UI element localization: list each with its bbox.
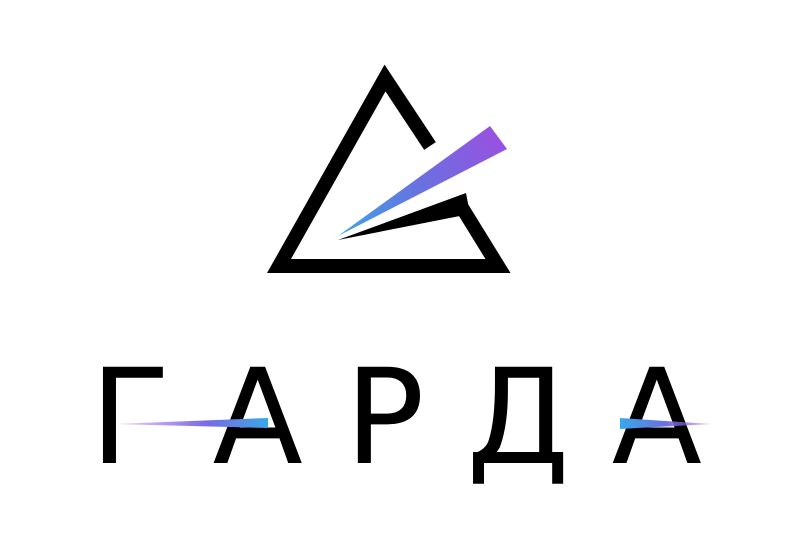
brand-name: ГАРДА (90, 341, 702, 495)
triangle-outline (267, 64, 511, 273)
streak-right (620, 418, 712, 429)
logo-mark (267, 64, 511, 273)
streak-left (115, 418, 268, 428)
gradient-beam (338, 126, 507, 236)
dark-beam (338, 193, 470, 240)
